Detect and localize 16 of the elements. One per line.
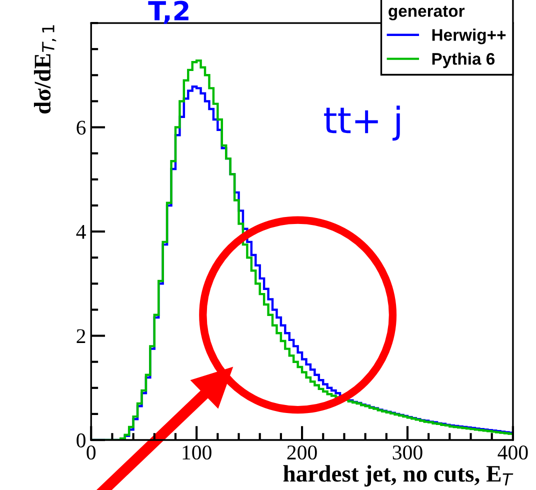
x-axis-title: hardest jet, no cuts, E$_{T}$ (283, 465, 514, 487)
x-tick-label: 300 (392, 445, 422, 460)
x-tick-label: 200 (287, 445, 317, 460)
y-axis-title: dσ/dE$_{T,1}$ (34, 25, 56, 114)
legend-label: Herwig++ (432, 28, 506, 44)
annotation: tt+ j (324, 106, 400, 141)
x-tick-label: 0 (86, 445, 96, 460)
legend-title: generator (388, 6, 465, 20)
y-tick-label: 4 (76, 225, 86, 239)
y-tick-label: 2 (76, 329, 86, 343)
annotation: T,2 (148, 0, 188, 24)
x-tick-label: 400 (498, 445, 528, 460)
legend-label: Pythia 6 (432, 52, 495, 68)
x-tick-label: 100 (182, 445, 212, 460)
y-tick-label: 0 (76, 433, 86, 448)
y-tick-label: 6 (76, 120, 86, 135)
